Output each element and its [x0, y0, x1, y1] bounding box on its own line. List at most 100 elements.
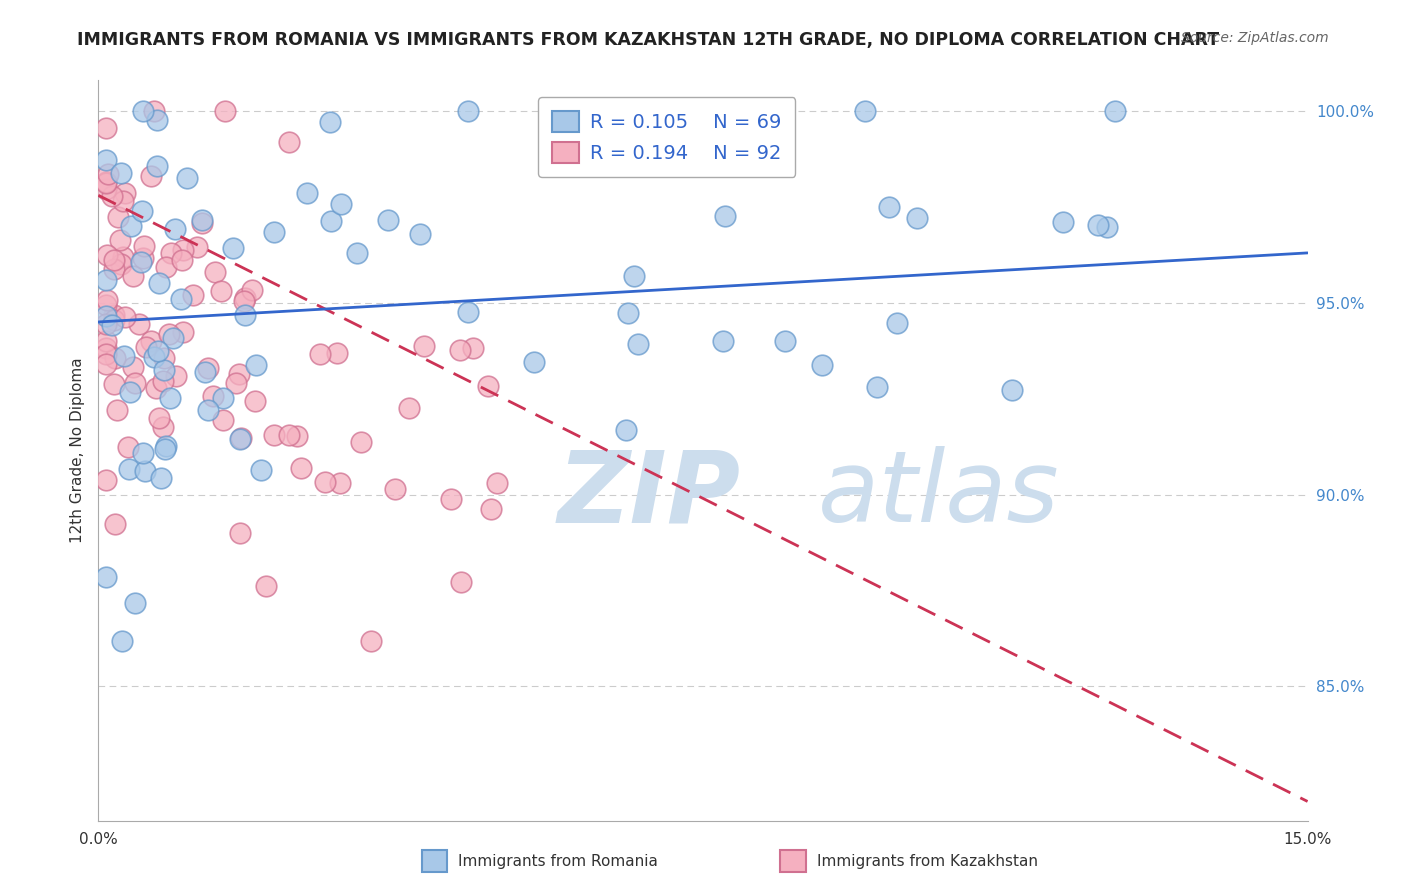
Point: [131, 203, 153, 218]
Point: [165, 369, 187, 384]
Point: [398, 401, 420, 415]
Point: [711, 334, 734, 348]
Point: [477, 379, 499, 393]
Point: [165, 222, 187, 236]
Point: [96, 317, 118, 331]
Point: [104, 351, 127, 365]
Point: [152, 351, 174, 366]
Point: [112, 250, 135, 264]
Point: [228, 367, 250, 381]
Point: [101, 189, 124, 203]
Point: [146, 343, 169, 358]
Point: [122, 268, 145, 283]
Point: [117, 440, 139, 454]
Point: [229, 432, 252, 446]
Point: [229, 432, 252, 446]
Point: [485, 475, 508, 490]
Point: [214, 103, 236, 118]
Point: [141, 334, 163, 348]
Point: [121, 360, 143, 375]
Point: [194, 365, 217, 379]
Point: [152, 375, 174, 389]
Point: [103, 376, 125, 391]
Point: [110, 258, 132, 272]
Point: [191, 212, 214, 227]
Point: [96, 309, 118, 323]
Point: [96, 298, 118, 312]
Point: [152, 363, 174, 377]
Point: [197, 361, 219, 376]
Point: [128, 318, 150, 332]
Point: [134, 239, 156, 253]
Point: [134, 464, 156, 478]
Point: [212, 413, 235, 427]
Point: [105, 403, 128, 417]
FancyBboxPatch shape: [780, 850, 806, 872]
Point: [114, 310, 136, 325]
Text: Source: ZipAtlas.com: Source: ZipAtlas.com: [1181, 31, 1329, 45]
Point: [886, 316, 908, 330]
Point: [209, 284, 232, 298]
FancyBboxPatch shape: [422, 850, 447, 872]
Point: [314, 475, 336, 490]
Point: [463, 342, 485, 356]
Point: [449, 343, 471, 357]
Point: [408, 227, 430, 241]
Point: [877, 200, 900, 214]
Point: [1052, 215, 1074, 229]
Point: [319, 214, 342, 228]
Point: [1104, 103, 1126, 118]
Point: [162, 331, 184, 345]
Point: [143, 103, 166, 118]
Point: [145, 159, 167, 173]
Point: [350, 434, 373, 449]
Point: [245, 358, 267, 372]
Point: [148, 410, 170, 425]
Point: [360, 633, 382, 648]
Point: [329, 475, 352, 490]
Point: [96, 175, 118, 189]
Point: [103, 312, 125, 326]
Point: [103, 252, 125, 267]
Point: [197, 403, 219, 417]
Point: [148, 276, 170, 290]
Point: [103, 262, 125, 277]
Point: [263, 225, 285, 239]
Point: [96, 293, 118, 307]
Point: [101, 318, 124, 332]
Point: [346, 246, 368, 260]
Point: [905, 211, 928, 225]
Point: [1001, 383, 1024, 397]
Point: [96, 121, 118, 136]
Point: [450, 574, 472, 589]
Point: [135, 340, 157, 354]
Point: [277, 135, 299, 149]
Point: [190, 216, 212, 230]
Text: ZIP: ZIP: [558, 446, 741, 543]
Point: [111, 633, 134, 648]
Point: [96, 272, 118, 286]
Text: Immigrants from Romania: Immigrants from Romania: [458, 854, 658, 869]
Point: [112, 349, 135, 363]
Point: [132, 103, 155, 118]
Point: [866, 380, 889, 394]
Point: [96, 182, 118, 196]
Point: [250, 462, 273, 476]
Point: [384, 483, 406, 497]
Point: [233, 308, 256, 322]
Text: IMMIGRANTS FROM ROMANIA VS IMMIGRANTS FROM KAZAKHSTAN 12TH GRADE, NO DIPLOMA COR: IMMIGRANTS FROM ROMANIA VS IMMIGRANTS FR…: [77, 31, 1219, 49]
Point: [211, 391, 233, 405]
Point: [479, 501, 502, 516]
Point: [204, 265, 226, 279]
Point: [114, 186, 136, 200]
Point: [96, 153, 118, 168]
Point: [97, 168, 120, 182]
Point: [616, 306, 638, 320]
Point: [96, 473, 118, 487]
Point: [413, 339, 436, 353]
Point: [181, 287, 204, 301]
Point: [240, 283, 263, 297]
Point: [118, 384, 141, 399]
Point: [107, 210, 129, 224]
Point: [377, 213, 399, 227]
